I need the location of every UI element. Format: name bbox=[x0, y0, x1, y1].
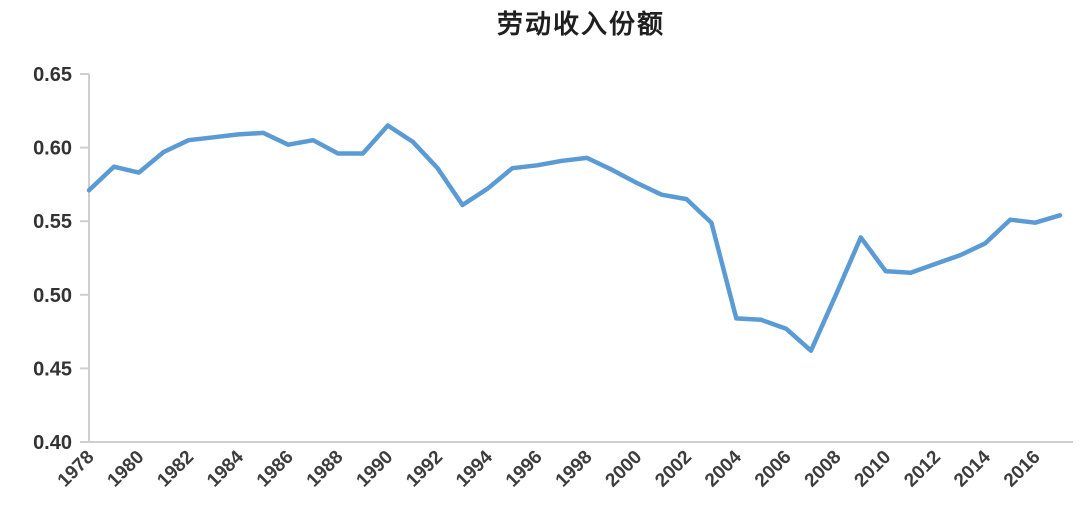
x-tick-label: 1990 bbox=[353, 447, 398, 492]
y-tick-label: 0.50 bbox=[33, 285, 72, 307]
x-tick-label: 1984 bbox=[203, 446, 248, 491]
x-tick-label: 2004 bbox=[701, 446, 746, 491]
x-tick-label: 1998 bbox=[552, 447, 597, 492]
y-tick-label: 0.55 bbox=[33, 211, 72, 233]
y-tick-label: 0.40 bbox=[33, 432, 72, 454]
x-tick-label: 2000 bbox=[602, 447, 647, 492]
y-tick-label: 0.45 bbox=[33, 358, 72, 380]
x-tick-label: 2010 bbox=[851, 447, 896, 492]
x-tick-label: 2008 bbox=[801, 447, 846, 492]
x-tick-label: 1982 bbox=[153, 447, 198, 492]
x-tick-label: 1986 bbox=[253, 447, 298, 492]
chart-title: 劳动收入份额 bbox=[496, 9, 665, 39]
x-tick-label: 2014 bbox=[950, 446, 995, 491]
data-line-labor-income-share bbox=[86, 123, 1063, 353]
x-tick-label: 2016 bbox=[1000, 447, 1045, 492]
x-tick-label: 2002 bbox=[651, 447, 696, 492]
x-tick-label: 1994 bbox=[452, 446, 497, 491]
x-tick-label: 1992 bbox=[402, 447, 447, 492]
x-tick-label: 2012 bbox=[900, 447, 945, 492]
x-tick-label: 2006 bbox=[751, 447, 796, 492]
x-tick-label: 1988 bbox=[303, 447, 348, 492]
x-tick-label: 1996 bbox=[502, 447, 547, 492]
x-tick-label: 1980 bbox=[104, 447, 149, 492]
y-tick-label: 0.60 bbox=[33, 138, 72, 160]
y-tick-label: 0.65 bbox=[33, 64, 72, 86]
